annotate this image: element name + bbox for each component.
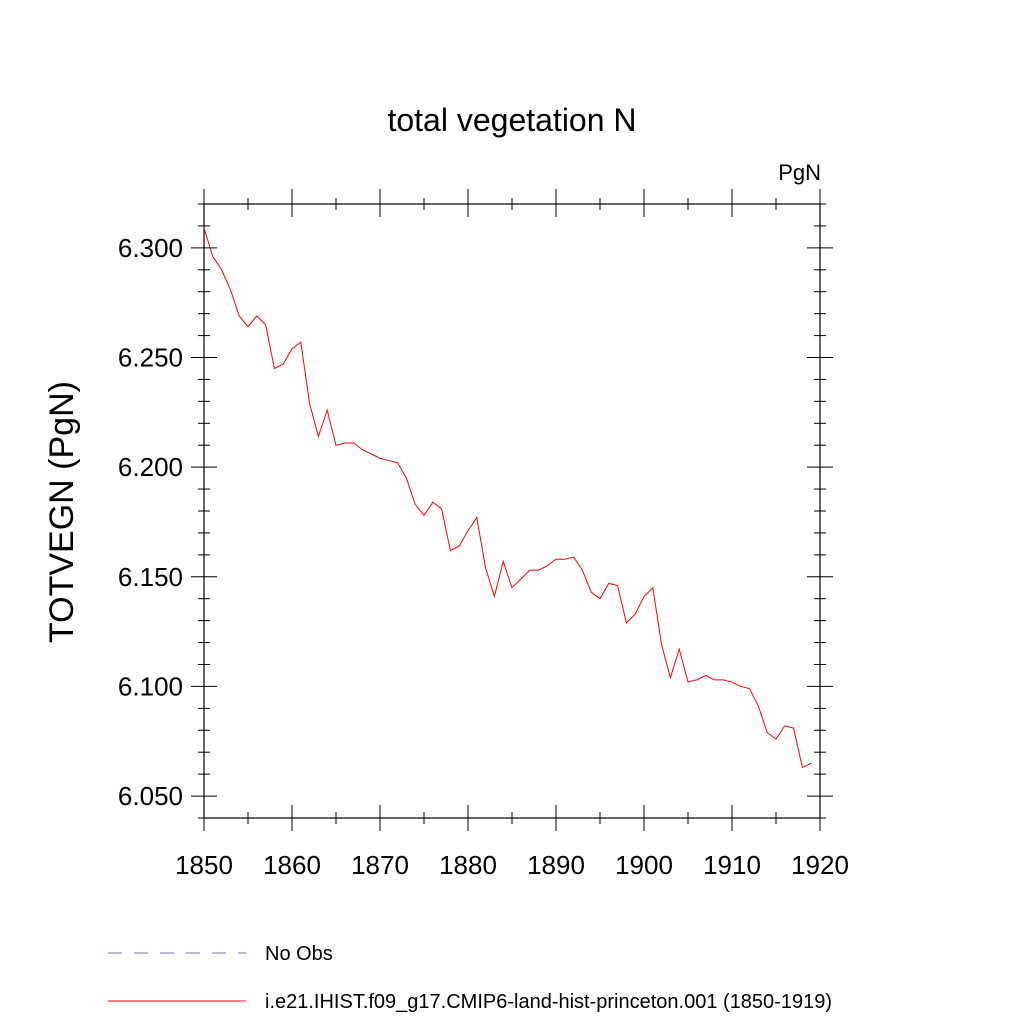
y-tick-labels: 6.050 6.100 6.150 6.200 6.250 6.300 xyxy=(118,233,183,811)
axis-ticks xyxy=(191,189,833,831)
x-tick-labels: 1850 1860 1870 1880 1890 1900 1910 1920 xyxy=(175,850,849,880)
x-tick-label: 1920 xyxy=(791,850,849,880)
y-axis-label: TOTVEGN (PgN) xyxy=(43,381,81,643)
series-group xyxy=(203,227,812,769)
series-line xyxy=(203,227,812,769)
chart-title: total vegetation N xyxy=(387,102,636,138)
y-tick-label: 6.200 xyxy=(118,452,183,482)
x-tick-label: 1900 xyxy=(615,850,673,880)
y-tick-label: 6.300 xyxy=(118,233,183,263)
x-tick-label: 1870 xyxy=(351,850,409,880)
plot-frame xyxy=(203,203,821,819)
legend-series-label: i.e21.IHIST.f09_g17.CMIP6-land-hist-prin… xyxy=(265,991,832,1013)
x-tick-label: 1880 xyxy=(439,850,497,880)
x-tick-label: 1910 xyxy=(703,850,761,880)
y-tick-label: 6.050 xyxy=(118,781,183,811)
legend-no-obs-label: No Obs xyxy=(265,943,333,965)
y-tick-label: 6.100 xyxy=(118,671,183,701)
x-tick-label: 1890 xyxy=(527,850,585,880)
x-tick-label: 1850 xyxy=(175,850,233,880)
units-label: PgN xyxy=(778,160,821,185)
y-tick-label: 6.250 xyxy=(118,343,183,373)
x-tick-label: 1860 xyxy=(263,850,321,880)
y-tick-label: 6.150 xyxy=(118,562,183,592)
